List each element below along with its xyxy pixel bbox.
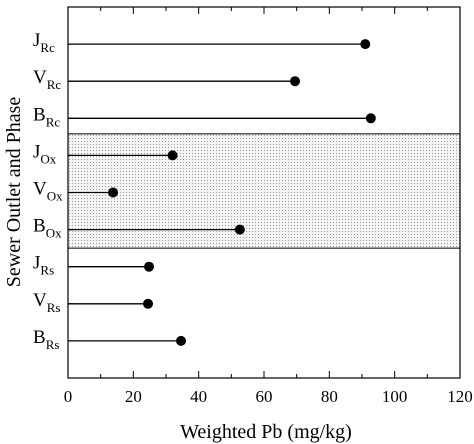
category-letter: B	[33, 104, 46, 125]
x-tick-label: 0	[64, 387, 73, 406]
dot	[360, 39, 371, 50]
shaded-band	[67, 133, 461, 249]
y-tick-label: VOx	[33, 179, 63, 204]
category-letter: J	[33, 253, 40, 274]
x-axis-label: Weighted Pb (mg/kg)	[180, 421, 352, 443]
x-tick-label: 100	[382, 387, 408, 406]
category-phase: Rs	[46, 337, 60, 352]
dot	[108, 187, 119, 198]
y-tick-label: JOx	[33, 141, 57, 166]
y-tick-label: BRs	[33, 327, 59, 352]
category-phase: Rs	[47, 300, 61, 315]
y-tick-label: BRc	[33, 104, 60, 129]
category-letter: B	[33, 216, 46, 237]
y-tick-label: VRc	[33, 67, 61, 92]
dot	[365, 113, 376, 124]
category-phase: Rc	[40, 40, 55, 55]
y-axis-label: Sewer Outlet and Phase	[3, 97, 25, 288]
dot	[167, 150, 178, 161]
category-letter: V	[33, 179, 47, 200]
dot	[290, 76, 301, 87]
category-phase: Ox	[47, 189, 63, 204]
x-tick-label: 20	[125, 387, 142, 406]
category-phase: Ox	[46, 226, 62, 241]
dot	[143, 298, 154, 309]
category-letter: V	[33, 67, 47, 88]
y-tick-label: BOx	[33, 216, 62, 241]
category-letter: V	[33, 290, 47, 311]
dot	[144, 261, 155, 272]
category-letter: J	[33, 141, 40, 162]
category-phase: Ox	[40, 151, 56, 166]
x-tick-label: 120	[447, 387, 473, 406]
dot	[176, 335, 187, 346]
y-tick-label: JRc	[33, 30, 55, 55]
x-tick-label: 40	[190, 387, 207, 406]
category-phase: Rs	[40, 263, 54, 278]
y-tick-label: JRs	[33, 253, 54, 278]
x-tick-label: 60	[256, 387, 273, 406]
dot	[234, 224, 245, 235]
category-letter: J	[33, 30, 40, 51]
category-phase: Rc	[46, 114, 61, 129]
y-tick-label: VRs	[33, 290, 60, 315]
category-phase: Rc	[47, 77, 62, 92]
x-tick-label: 80	[321, 387, 338, 406]
category-letter: B	[33, 327, 46, 348]
